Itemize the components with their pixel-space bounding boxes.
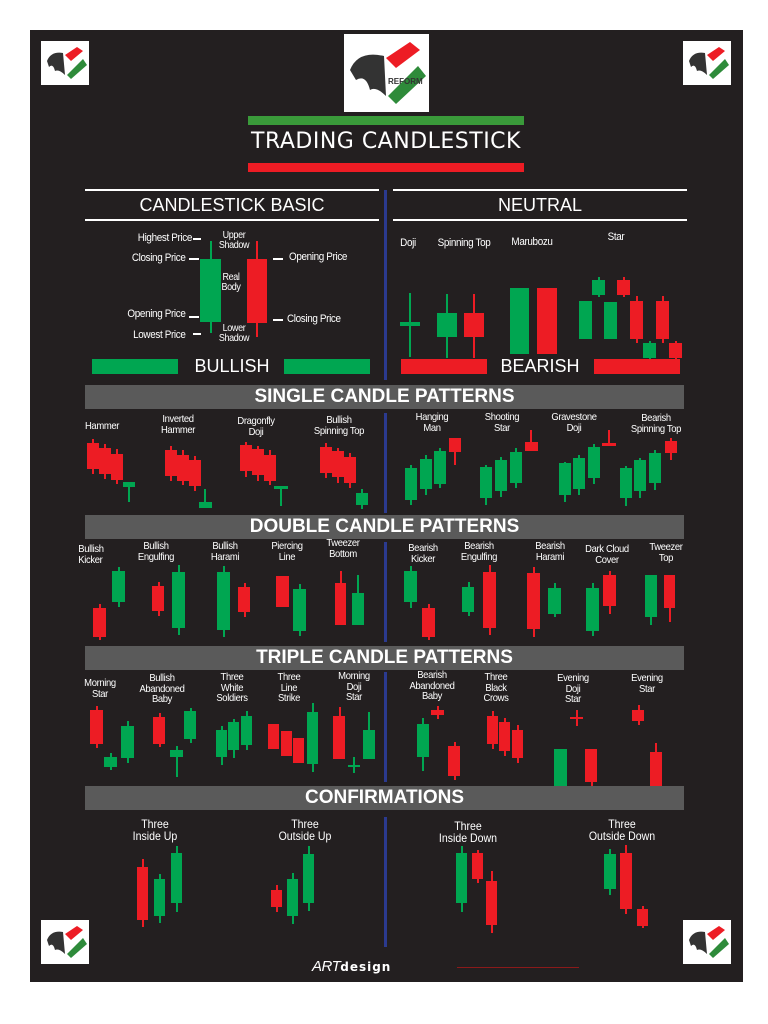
label-opening-price-left: Opening Price	[127, 308, 186, 320]
label-evening-star: Evening Star	[631, 672, 663, 695]
tick	[193, 238, 201, 240]
tick	[273, 258, 283, 260]
label-tweezer-bottom: Tweezer Bottom	[326, 537, 360, 560]
logo-bottom-right	[683, 920, 731, 964]
logo-bottom-left	[41, 920, 89, 964]
label-lowest-price: Lowest Price	[133, 329, 186, 341]
footer-brand: ARTdesign	[312, 958, 392, 975]
label-shooting-star: Shooting Star	[484, 411, 520, 434]
label-closing-price-right: Closing Price	[287, 313, 341, 325]
label-lower-shadow: Lower Shadow	[218, 323, 250, 344]
title-green-bar	[248, 116, 524, 125]
bullish-swatch-left	[92, 359, 178, 374]
logo-text: REFORM	[388, 77, 423, 86]
label-bullish-spinning-top: Bullish Spinning Top	[313, 414, 365, 437]
footer-brand-art: ART	[312, 958, 341, 975]
label-tweezer-top: Tweezer Top	[649, 541, 683, 564]
label-bearish-engulfing: Bearish Engulfing	[460, 540, 498, 563]
tick	[193, 333, 201, 335]
label-three-black-crows: Three Black Crows	[483, 671, 509, 704]
label-bullish-harami: Bullish Harami	[210, 540, 240, 563]
label-real-body: Real Body	[221, 272, 241, 293]
neutral-heading: NEUTRAL	[497, 195, 582, 215]
footer-brand-design: design	[340, 960, 392, 974]
divider	[393, 219, 687, 221]
label-bullish-kicker: Bullish Kicker	[78, 543, 104, 566]
bearish-swatch-left	[401, 359, 487, 374]
basic-heading: CANDLESTICK BASIC	[139, 195, 325, 215]
page-title: TRADING CANDLESTICK	[251, 129, 521, 154]
vertical-divider	[384, 542, 387, 642]
label-dark-cloud-cover: Dark Cloud Cover	[585, 543, 629, 566]
poster: REFORM TRADING CANDLESTICK CANDLESTICK B…	[30, 30, 743, 982]
label-piercing-line: Piercing Line	[271, 540, 303, 563]
label-star: Star	[607, 231, 625, 243]
label-three-inside-up: Three Inside Up	[132, 817, 178, 843]
section-banner-triple: TRIPLE CANDLE PATTERNS	[85, 646, 684, 670]
label-evening-doji-star: Evening Doji Star	[557, 672, 589, 705]
label-dragonfly-doji: Dragonfly Doji	[237, 415, 275, 438]
label-bearish-kicker: Bearish Kicker	[408, 542, 438, 565]
vertical-divider	[384, 672, 387, 782]
label-morning-doji-star: Morning Doji Star	[338, 670, 370, 703]
footer-underline	[457, 967, 579, 968]
label-three-inside-down: Three Inside Down	[438, 819, 498, 845]
label-three-line-strike: Three Line Strike	[277, 671, 301, 704]
label-hammer: Hammer	[84, 420, 120, 432]
logo-top-left	[41, 41, 89, 85]
label-opening-price-right: Opening Price	[289, 251, 348, 263]
label-highest-price: Highest Price	[137, 232, 193, 244]
logo-top-center: REFORM	[344, 34, 429, 112]
label-hanging-man: Hanging Man	[415, 411, 449, 434]
label-bullish-engulfing: Bullish Engulfing	[137, 540, 175, 563]
divider	[393, 189, 687, 191]
section-banner-double: DOUBLE CANDLE PATTERNS	[85, 515, 684, 539]
label-bearish-abandoned-baby: Bearish Abandoned Baby	[409, 669, 455, 702]
vertical-divider	[384, 190, 387, 380]
tick	[189, 316, 199, 318]
title-red-bar	[248, 163, 524, 172]
label-bearish-spinning-top: Bearish Spinning Top	[630, 412, 682, 435]
label-morning-star: Morning Star	[84, 677, 116, 700]
section-banner-confirmations: CONFIRMATIONS	[85, 786, 684, 810]
bearish-swatch-right	[594, 359, 680, 374]
section-banner-single: SINGLE CANDLE PATTERNS	[85, 385, 684, 409]
label-three-outside-up: Three Outside Up	[278, 817, 332, 843]
label-upper-shadow: Upper Shadow	[218, 230, 250, 251]
divider	[85, 219, 379, 221]
label-marubozu: Marubozu	[511, 236, 553, 248]
label-doji: Doji	[400, 237, 416, 249]
divider	[85, 189, 379, 191]
bearish-label: BEARISH	[500, 356, 580, 376]
label-three-outside-down: Three Outside Down	[588, 817, 656, 843]
tick	[189, 258, 199, 260]
label-bearish-harami: Bearish Harami	[535, 540, 565, 563]
bullish-swatch-right	[284, 359, 370, 374]
logo-top-right	[683, 41, 731, 85]
bullish-label: BULLISH	[194, 356, 270, 376]
label-spinning-top: Spinning Top	[437, 237, 491, 249]
vertical-divider	[384, 413, 387, 513]
label-three-white-soldiers: Three White Soldiers	[216, 671, 248, 704]
label-gravestone-doji: Gravestone Doji	[551, 411, 597, 434]
label-inverted-hammer: Inverted Hammer	[160, 413, 196, 436]
tick	[273, 319, 283, 321]
label-bullish-abandoned-baby: Bullish Abandoned Baby	[139, 672, 185, 705]
label-closing-price-left: Closing Price	[131, 252, 186, 264]
vertical-divider	[384, 817, 387, 947]
